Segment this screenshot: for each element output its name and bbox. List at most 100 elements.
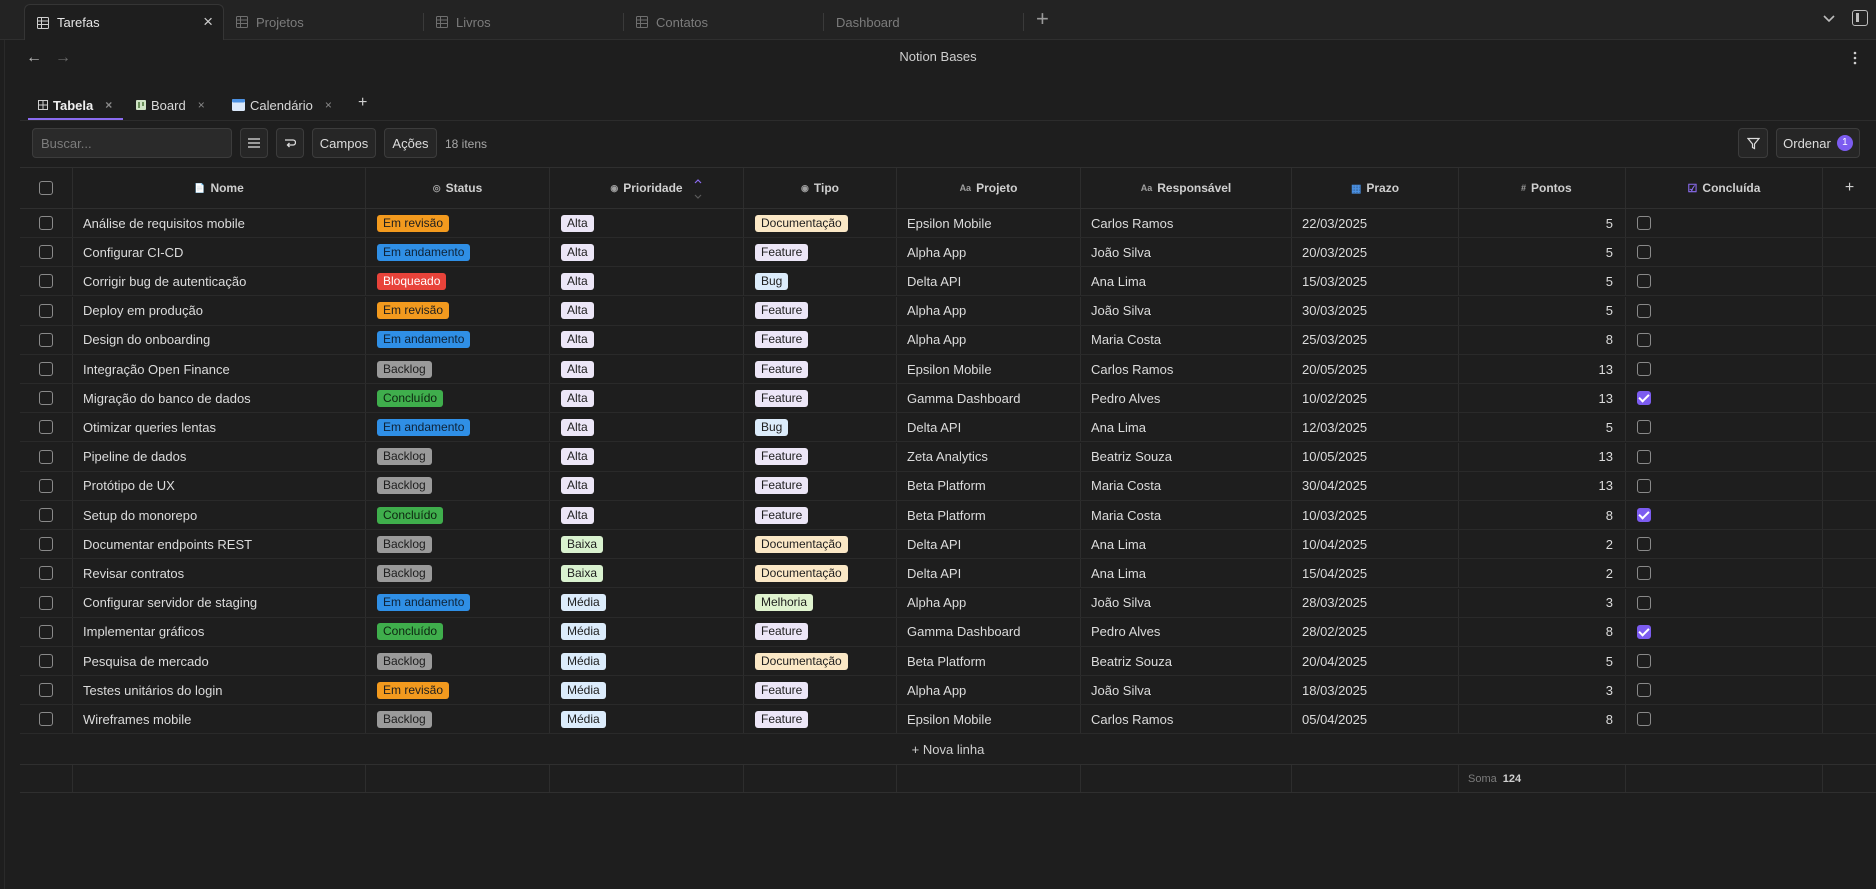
type-cell[interactable]: Feature [744, 384, 897, 413]
row-select-cell[interactable] [20, 442, 73, 471]
name-cell[interactable]: Implementar gráficos [73, 617, 366, 646]
points-cell[interactable]: 8 [1459, 617, 1626, 646]
done-checkbox[interactable] [1637, 624, 1651, 639]
name-cell[interactable]: Pesquisa de mercado [73, 647, 366, 675]
owner-cell[interactable]: Carlos Ramos [1081, 209, 1292, 237]
table-row[interactable]: Implementar gráficos Concluído Média Featur… [20, 617, 1876, 647]
done-cell[interactable] [1626, 588, 1823, 617]
row-select-cell[interactable] [20, 413, 73, 442]
row-select-checkbox[interactable] [39, 595, 53, 610]
row-select-checkbox[interactable] [39, 274, 53, 289]
column-header-done[interactable]: ☑ Concluída [1626, 168, 1823, 208]
done-cell[interactable] [1626, 267, 1823, 296]
name-cell[interactable]: Análise de requisitos mobile [73, 209, 366, 237]
name-cell[interactable]: Protótipo de UX [73, 471, 366, 500]
select-all-checkbox[interactable] [39, 181, 53, 195]
new-row-button[interactable]: + Nova linha [20, 735, 1876, 765]
add-column-button[interactable]: + [1844, 179, 1855, 196]
table-row[interactable]: Integração Open Finance Backlog Alta Featur… [20, 355, 1876, 384]
done-cell[interactable] [1626, 355, 1823, 383]
owner-cell[interactable]: Ana Lima [1081, 530, 1292, 559]
due-cell[interactable]: 20/05/2025 [1292, 355, 1459, 383]
points-cell[interactable]: 5 [1459, 647, 1626, 675]
project-cell[interactable]: Epsilon Mobile [897, 705, 1081, 734]
priority-cell[interactable]: Alta [550, 355, 744, 383]
fields-button[interactable]: Campos [312, 128, 376, 158]
sort-button[interactable]: Ordenar 1 [1776, 128, 1860, 158]
add-view-button[interactable]: + [358, 94, 368, 111]
name-cell[interactable]: Design do onboarding [73, 325, 366, 354]
priority-cell[interactable]: Média [550, 588, 744, 617]
project-cell[interactable]: Delta API [897, 413, 1081, 442]
priority-cell[interactable]: Alta [550, 442, 744, 471]
due-cell[interactable]: 05/04/2025 [1292, 705, 1459, 734]
project-cell[interactable]: Delta API [897, 559, 1081, 588]
row-select-cell[interactable] [20, 296, 73, 325]
points-cell[interactable]: 13 [1459, 471, 1626, 500]
done-cell[interactable] [1626, 647, 1823, 675]
points-cell[interactable]: 13 [1459, 384, 1626, 413]
wrap-text-button[interactable] [276, 128, 304, 158]
priority-cell[interactable]: Alta [550, 267, 744, 296]
owner-cell[interactable]: Maria Costa [1081, 325, 1292, 354]
row-select-checkbox[interactable] [39, 216, 53, 230]
type-cell[interactable]: Feature [744, 676, 897, 705]
project-cell[interactable]: Alpha App [897, 238, 1081, 267]
due-cell[interactable]: 22/03/2025 [1292, 209, 1459, 237]
project-cell[interactable]: Gamma Dashboard [897, 617, 1081, 646]
done-checkbox[interactable] [1637, 537, 1651, 552]
row-select-cell[interactable] [20, 617, 73, 646]
status-cell[interactable]: Em andamento [366, 588, 550, 617]
done-cell[interactable] [1626, 209, 1823, 237]
type-cell[interactable]: Feature [744, 617, 897, 646]
tab-tarefas[interactable]: Tarefas × [24, 4, 224, 40]
due-cell[interactable]: 18/03/2025 [1292, 676, 1459, 705]
close-icon[interactable]: × [203, 12, 213, 31]
owner-cell[interactable]: Maria Costa [1081, 471, 1292, 500]
row-select-checkbox[interactable] [39, 654, 53, 668]
priority-cell[interactable]: Alta [550, 325, 744, 354]
search-input[interactable] [32, 128, 232, 158]
due-cell[interactable]: 10/04/2025 [1292, 530, 1459, 559]
type-cell[interactable]: Documentação [744, 209, 897, 237]
done-checkbox[interactable] [1637, 245, 1651, 260]
status-cell[interactable]: Concluído [366, 617, 550, 646]
project-cell[interactable]: Alpha App [897, 676, 1081, 705]
status-cell[interactable]: Em andamento [366, 413, 550, 442]
points-cell[interactable]: 8 [1459, 705, 1626, 734]
owner-cell[interactable]: Ana Lima [1081, 559, 1292, 588]
project-cell[interactable]: Alpha App [897, 588, 1081, 617]
row-select-checkbox[interactable] [39, 566, 53, 581]
owner-cell[interactable]: Carlos Ramos [1081, 355, 1292, 383]
status-cell[interactable]: Concluído [366, 501, 550, 529]
tab-dashboard[interactable]: Dashboard [824, 4, 1024, 40]
project-cell[interactable]: Alpha App [897, 325, 1081, 354]
table-row[interactable]: Wireframes mobile Backlog Média Feature Epsi… [20, 705, 1876, 735]
owner-cell[interactable]: Pedro Alves [1081, 617, 1292, 646]
done-cell[interactable] [1626, 442, 1823, 471]
due-cell[interactable]: 20/03/2025 [1292, 238, 1459, 267]
table-row[interactable]: Protótipo de UX Backlog Alta Feature Beta Pl… [20, 471, 1876, 501]
priority-cell[interactable]: Alta [550, 413, 744, 442]
row-select-checkbox[interactable] [39, 624, 53, 639]
status-cell[interactable]: Bloqueado [366, 267, 550, 296]
column-header-owner[interactable]: Aa Responsável [1081, 168, 1292, 208]
done-cell[interactable] [1626, 705, 1823, 734]
row-select-cell[interactable] [20, 647, 73, 675]
owner-cell[interactable]: João Silva [1081, 296, 1292, 325]
points-cell[interactable]: 2 [1459, 559, 1626, 588]
name-cell[interactable]: Otimizar queries lentas [73, 413, 366, 442]
points-cell[interactable]: 5 [1459, 413, 1626, 442]
priority-cell[interactable]: Média [550, 647, 744, 675]
priority-cell[interactable]: Média [550, 617, 744, 646]
table-row[interactable]: Revisar contratos Backlog Baixa Documentaçã… [20, 559, 1876, 589]
filter-button[interactable] [1738, 128, 1768, 158]
type-cell[interactable]: Documentação [744, 647, 897, 675]
owner-cell[interactable]: Beatriz Souza [1081, 647, 1292, 675]
priority-cell[interactable]: Baixa [550, 559, 744, 588]
view-tab-calendario[interactable]: Calendário × [232, 92, 332, 118]
column-header-status[interactable]: ◎ Status [366, 168, 550, 208]
name-cell[interactable]: Corrigir bug de autenticação [73, 267, 366, 296]
points-cell[interactable]: 13 [1459, 355, 1626, 383]
close-icon[interactable]: × [197, 98, 205, 112]
